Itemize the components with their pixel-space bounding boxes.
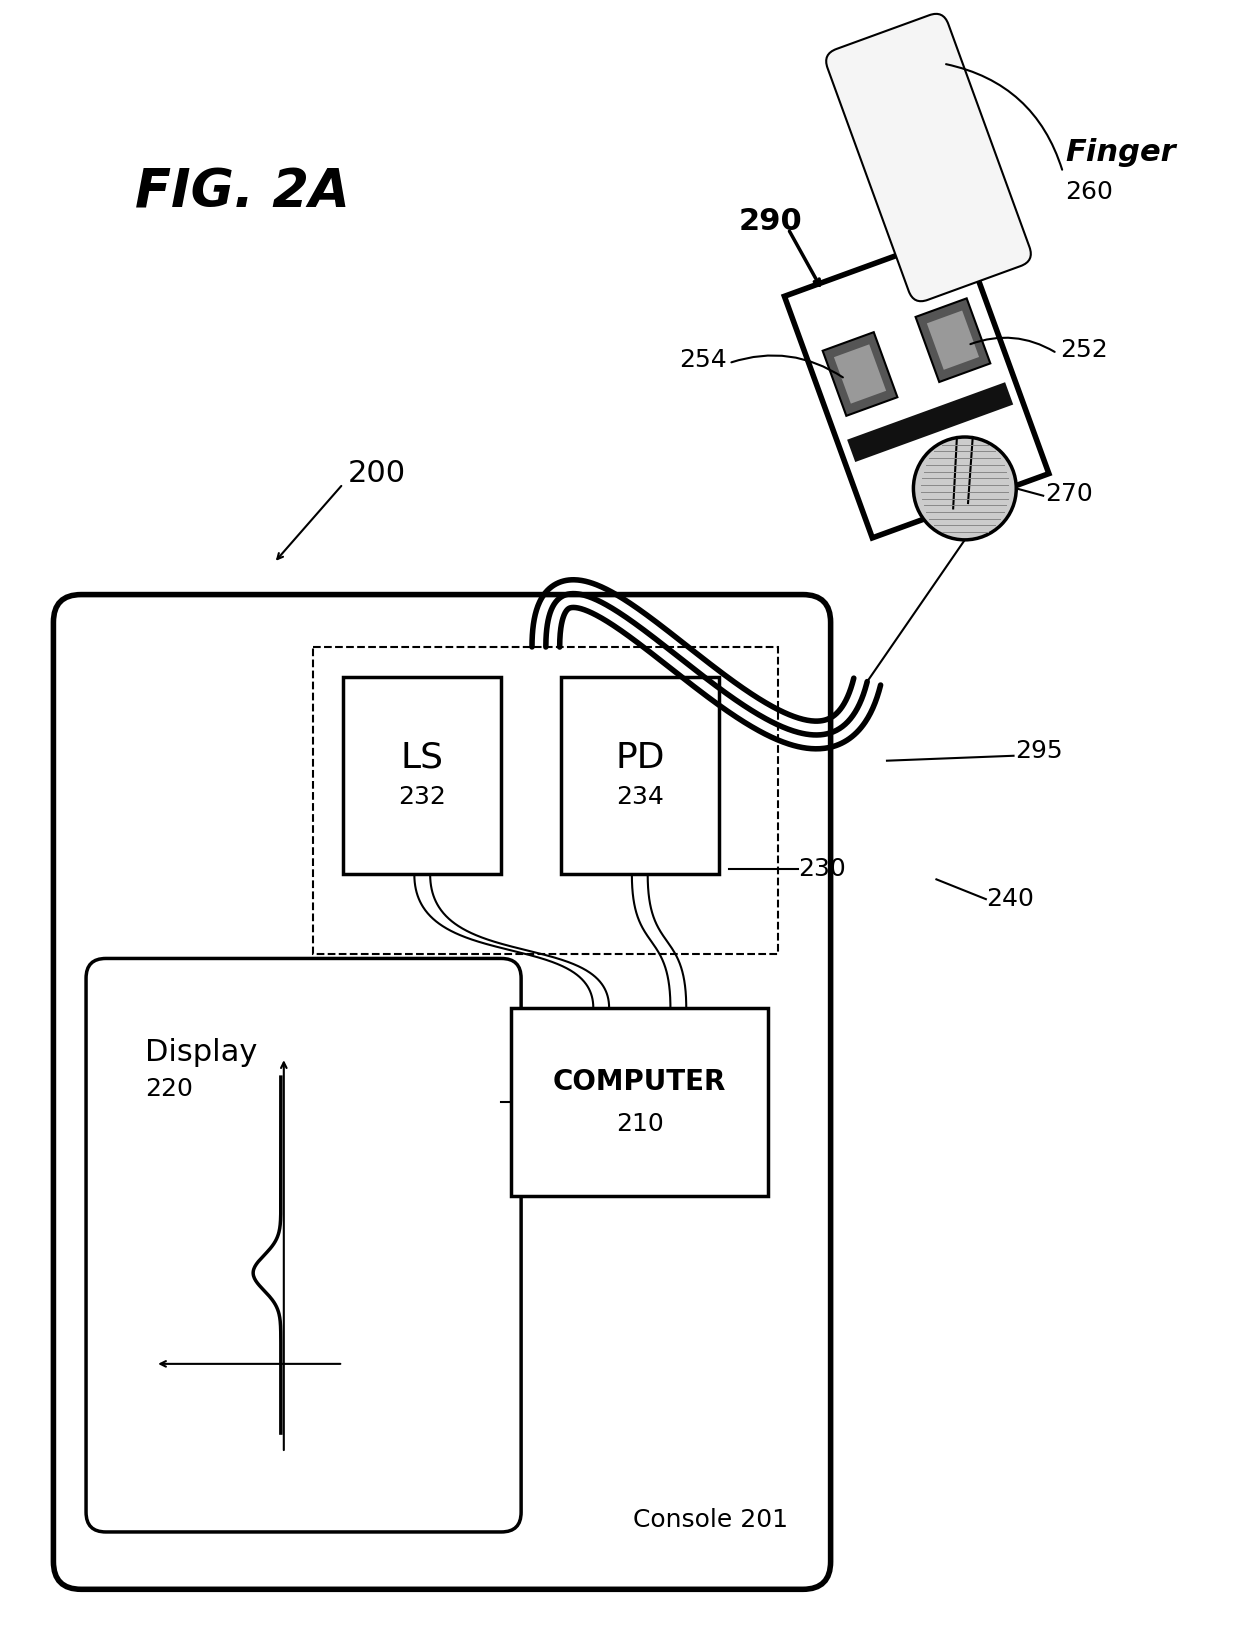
Text: Console 201: Console 201	[634, 1508, 789, 1531]
Text: 270: 270	[1045, 482, 1092, 505]
FancyBboxPatch shape	[915, 298, 991, 382]
FancyBboxPatch shape	[826, 13, 1030, 301]
Text: FIG. 2A: FIG. 2A	[135, 166, 351, 219]
FancyBboxPatch shape	[847, 382, 1013, 462]
Text: 234: 234	[616, 785, 663, 809]
Text: 220: 220	[145, 1077, 193, 1101]
Text: Finger: Finger	[1065, 138, 1176, 168]
Text: 254: 254	[680, 349, 727, 372]
FancyBboxPatch shape	[511, 1008, 769, 1196]
Text: 230: 230	[799, 857, 846, 882]
Text: PD: PD	[615, 740, 665, 775]
Text: LS: LS	[401, 740, 444, 775]
FancyBboxPatch shape	[926, 311, 980, 370]
Text: 210: 210	[616, 1112, 663, 1135]
FancyBboxPatch shape	[835, 344, 887, 403]
FancyBboxPatch shape	[560, 676, 719, 875]
Text: 232: 232	[398, 785, 446, 809]
FancyBboxPatch shape	[822, 332, 898, 416]
Text: 295: 295	[1016, 739, 1063, 763]
FancyBboxPatch shape	[86, 959, 521, 1531]
Text: 260: 260	[1065, 181, 1112, 204]
Text: Display: Display	[145, 1038, 258, 1066]
Text: 290: 290	[739, 207, 802, 237]
FancyBboxPatch shape	[785, 232, 1049, 538]
FancyBboxPatch shape	[53, 594, 831, 1589]
FancyBboxPatch shape	[343, 676, 501, 875]
Text: 252: 252	[1060, 339, 1107, 362]
FancyBboxPatch shape	[314, 646, 779, 954]
Text: COMPUTER: COMPUTER	[553, 1068, 727, 1096]
Text: 240: 240	[986, 887, 1034, 911]
Text: 200: 200	[348, 459, 407, 489]
Circle shape	[914, 438, 1017, 540]
